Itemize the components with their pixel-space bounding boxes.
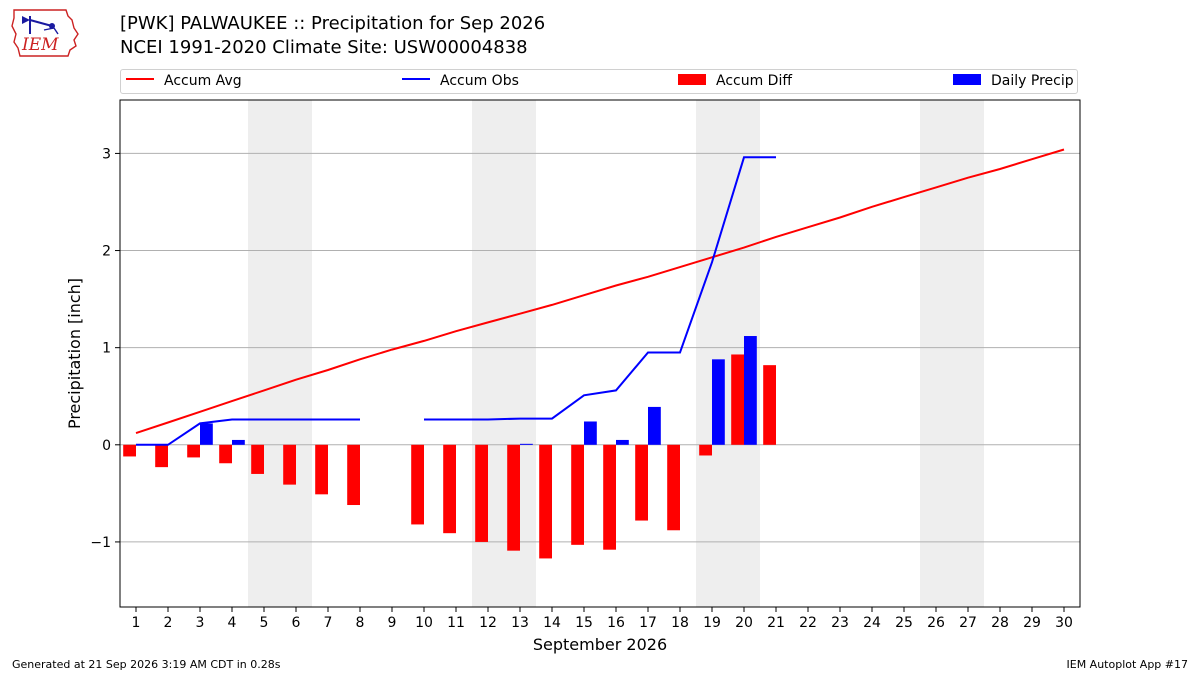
x-tick-label: 28 [991,615,1009,631]
x-tick-label: 4 [228,615,237,631]
generated-footnote: Generated at 21 Sep 2026 3:19 AM CDT in … [12,658,281,671]
x-tick-label: 14 [543,615,561,631]
x-tick-label: 8 [356,615,365,631]
daily-precip-bar [584,421,597,445]
accum-diff-bar [539,444,552,559]
y-tick-label: 3 [102,146,111,162]
accum-obs-line [424,156,776,421]
chart-subtitle: NCEI 1991-2020 Climate Site: USW00004838 [120,37,528,58]
x-tick-label: 10 [415,615,433,631]
daily-precip-bar [232,439,245,445]
x-tick-label: 16 [607,615,625,631]
accum-diff-bar [251,444,264,474]
accum-diff-bar [667,444,680,531]
accum-diff-bar [603,444,616,550]
accum-diff-bar [315,444,328,495]
x-tick-label: 25 [895,615,913,631]
x-tick-label: 1 [132,615,141,631]
accum-diff-bar [475,444,488,542]
x-tick-label: 18 [671,615,689,631]
x-tick-label: 22 [799,615,817,631]
x-tick-label: 24 [863,615,881,631]
y-tick-label: 1 [102,341,111,357]
x-tick-label: 3 [196,615,205,631]
y-tick-label: 0 [102,438,111,454]
iem-logo: IEM [8,6,82,62]
x-tick-label: 17 [639,615,657,631]
x-tick-label: 11 [447,615,465,631]
legend-swatch-daily-precip [953,73,981,85]
accum-diff-bar [731,354,744,445]
accum-diff-bar [635,444,648,521]
legend-swatch-accum-avg [126,78,154,80]
daily-precip-bar [520,443,533,445]
legend-swatch-accum-obs [402,78,430,80]
accum-diff-bar [571,444,584,545]
daily-precip-bar [616,439,629,445]
legend-label-accum-obs: Accum Obs [440,73,519,89]
accum-diff-bar [283,444,296,485]
plot-frame [119,99,1081,608]
accum-diff-bar [699,444,712,456]
x-tick-label: 23 [831,615,849,631]
accum-diff-bar [123,444,136,457]
legend-item-daily-precip: Daily Precip [953,73,1074,91]
accum-avg-line [135,148,1065,435]
x-tick-label: 2 [164,615,173,631]
x-tick-label: 12 [479,615,497,631]
weekend-shade [920,100,984,607]
accum-diff-bar [507,444,520,551]
x-axis-label: September 2026 [533,635,667,654]
accum-obs-line [136,418,360,446]
x-tick-label: 19 [703,615,721,631]
x-tick-label: 7 [324,615,333,631]
x-tick-label: 6 [292,615,301,631]
legend-label-accum-avg: Accum Avg [164,73,242,89]
legend-label-accum-diff: Accum Diff [716,73,793,89]
accum-diff-bar [411,444,424,525]
x-tick-label: 27 [959,615,977,631]
x-tick-label: 26 [927,615,945,631]
x-tick-label: 20 [735,615,753,631]
accum-diff-bar [219,444,232,464]
x-tick-label: 9 [388,615,397,631]
x-tick-label: 15 [575,615,593,631]
daily-precip-bar [648,406,661,445]
y-axis-label: Precipitation [inch] [65,278,84,429]
x-tick-label: 30 [1055,615,1073,631]
accum-diff-bar [763,365,776,445]
legend-item-accum-avg: Accum Avg [126,73,242,91]
chart-title: [PWK] PALWAUKEE :: Precipitation for Sep… [120,13,546,34]
x-tick-label: 21 [767,615,785,631]
accum-diff-bar [443,444,456,534]
x-tick-label: 29 [1023,615,1041,631]
daily-precip-bar [200,423,213,445]
y-tick-label: 2 [102,244,111,260]
x-tick-label: 5 [260,615,269,631]
svg-text:IEM: IEM [21,35,59,55]
legend-item-accum-obs: Accum Obs [402,73,519,91]
legend-item-accum-diff: Accum Diff [678,73,792,91]
weekend-shade [248,100,312,607]
legend-swatch-accum-diff [678,73,706,85]
accum-diff-bar [155,444,168,468]
accum-diff-bar [187,444,200,458]
y-tick-label: −1 [90,535,111,551]
legend: Accum Avg Accum Obs Accum Diff Daily Pre… [120,69,1078,94]
accum-diff-bar [347,444,360,506]
app-footnote: IEM Autoplot App #17 [1066,658,1189,671]
x-tick-label: 13 [511,615,529,631]
daily-precip-bar [712,359,725,445]
legend-label-daily-precip: Daily Precip [991,73,1074,89]
daily-precip-bar [744,336,757,445]
